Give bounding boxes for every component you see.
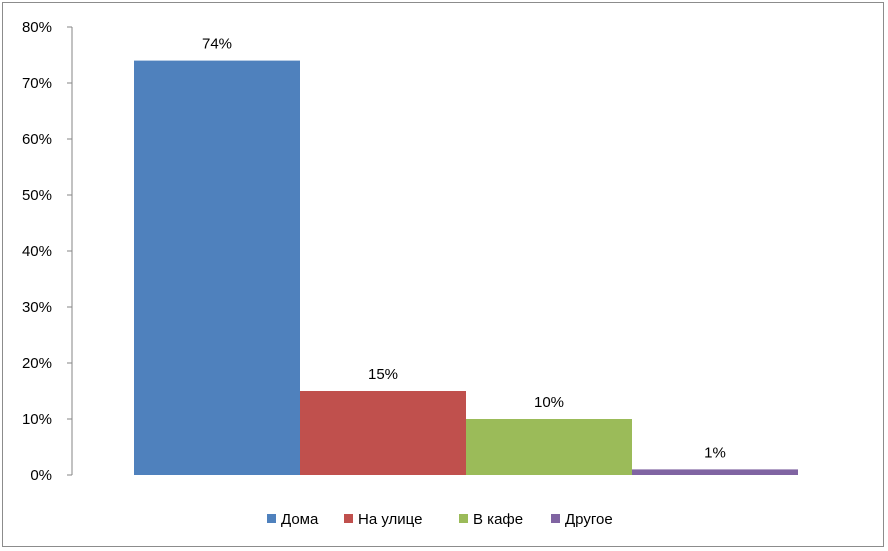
data-labels-layer: 74% 15% 10% 1% [202,36,726,462]
legend-item: На улице [344,511,422,528]
bar [134,60,300,475]
y-tick-label: 20% [22,355,52,372]
legend-label: На улице [358,511,422,528]
y-tick-label: 40% [22,243,52,260]
legend-swatch [267,514,276,523]
legend-label: Другое [565,511,613,528]
legend-swatch [551,514,560,523]
legend-item: В кафе [459,511,523,528]
bar [466,419,632,475]
axis-layer: 0% 10% 20% 30% 40% 50% 60% 70% 80% [22,19,73,484]
legend: Дома На улице В кафе Другое [267,511,613,528]
y-tick-label: 70% [22,75,52,92]
bars-layer [134,60,798,475]
legend-item: Дома [267,511,319,528]
data-label: 74% [202,36,232,53]
bar [300,391,466,475]
y-tick-label: 30% [22,299,52,316]
data-label: 10% [534,394,564,411]
y-tick-label: 50% [22,187,52,204]
legend-swatch [459,514,468,523]
bar [632,469,798,475]
y-tick-label: 0% [30,467,52,484]
data-label: 1% [704,444,726,461]
data-label: 15% [368,366,398,383]
y-tick-label: 80% [22,19,52,36]
legend-swatch [344,514,353,523]
legend-label: В кафе [473,511,523,528]
y-tick-label: 60% [22,131,52,148]
legend-item: Другое [551,511,613,528]
y-tick-label: 10% [22,411,52,428]
legend-label: Дома [281,511,319,528]
